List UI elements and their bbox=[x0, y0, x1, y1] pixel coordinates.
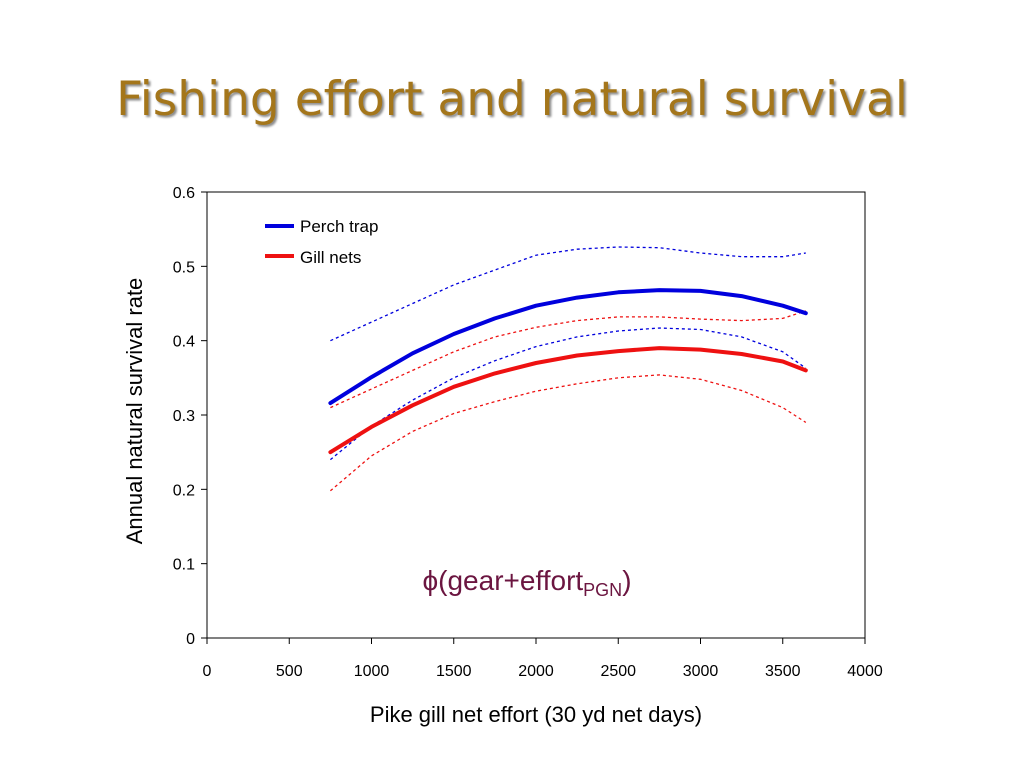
y-tick-label: 0.2 bbox=[173, 482, 195, 499]
annotation-subscript: PGN bbox=[583, 580, 622, 600]
annotation-main: ϕ(gear+effort bbox=[422, 565, 583, 596]
x-tick-label: 2500 bbox=[600, 663, 636, 680]
perch-trap-lower-ci bbox=[329, 327, 807, 461]
x-tick-label: 3500 bbox=[765, 663, 801, 680]
x-axis-label: Pike gill net effort (30 yd net days) bbox=[370, 702, 702, 727]
slide-title: Fishing effort and natural survival bbox=[116, 72, 908, 127]
gill-nets-line bbox=[328, 346, 808, 455]
model-annotation: ϕ(gear+effortPGN) bbox=[422, 565, 631, 600]
y-tick-label: 0.6 bbox=[173, 185, 195, 202]
perch-trap-upper-ci bbox=[330, 246, 806, 342]
x-tick-label: 500 bbox=[276, 663, 303, 680]
x-tick-label: 1000 bbox=[354, 663, 390, 680]
x-tick-label: 4000 bbox=[847, 663, 883, 680]
x-tick-label: 3000 bbox=[683, 663, 719, 680]
legend-label-perch-trap: Perch trap bbox=[300, 217, 378, 236]
gill-nets-lower-ci bbox=[329, 374, 807, 492]
gill-nets-upper-ci bbox=[330, 310, 807, 409]
y-tick-label: 0.1 bbox=[173, 557, 195, 574]
y-tick-label: 0.3 bbox=[173, 408, 195, 425]
x-tick-label: 2000 bbox=[518, 663, 554, 680]
x-tick-label: 1500 bbox=[436, 663, 472, 680]
confidence-bands bbox=[329, 246, 807, 492]
perch-trap-line bbox=[328, 288, 808, 406]
y-tick-label: 0.5 bbox=[173, 259, 195, 276]
y-tick-label: 0.4 bbox=[173, 334, 195, 351]
y-tick-label: 0 bbox=[186, 631, 195, 648]
plot-area bbox=[206, 191, 866, 639]
legend: Perch trap Gill nets bbox=[265, 217, 378, 267]
x-tick-label: 0 bbox=[203, 663, 212, 680]
series-lines bbox=[328, 288, 808, 455]
annotation-close: ) bbox=[622, 565, 631, 596]
legend-label-gill-nets: Gill nets bbox=[300, 248, 361, 267]
y-axis-label: Annual natural survival rate bbox=[122, 278, 147, 545]
axis-ticks: 0 0.1 0.2 0.3 0.4 0.5 0.6 0 500 1000 1500 2000 2500 3… bbox=[173, 185, 883, 680]
